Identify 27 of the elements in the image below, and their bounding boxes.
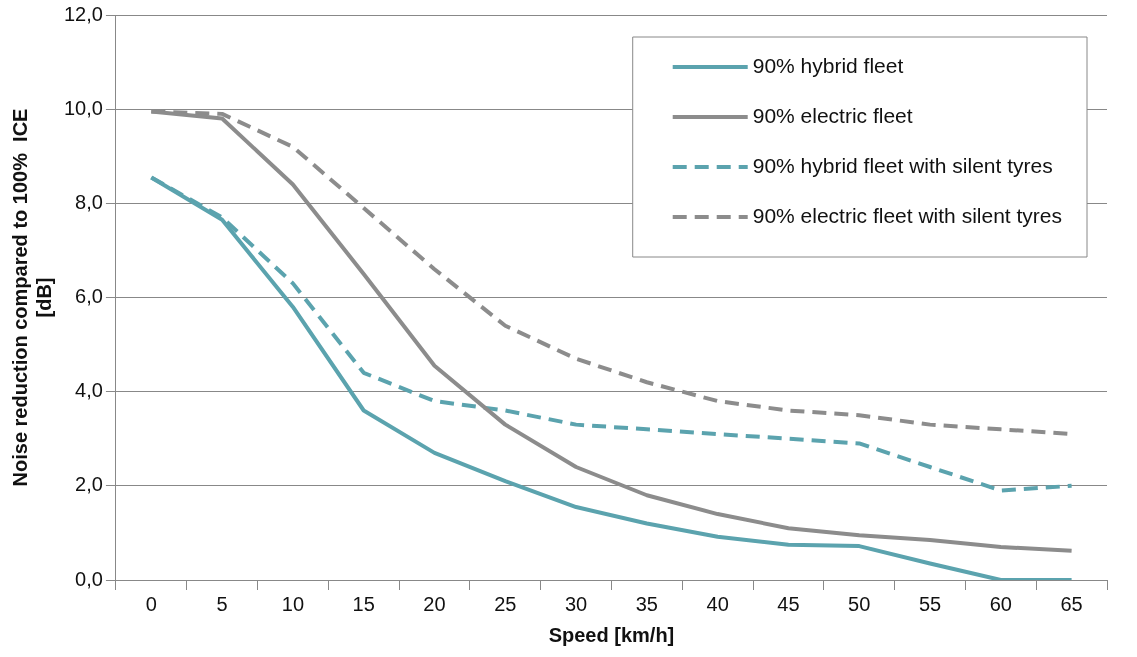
- x-tick-label: 25: [494, 592, 517, 615]
- x-tick-label: 35: [635, 592, 658, 615]
- x-tick-label: 0: [145, 592, 157, 615]
- legend-label: 90% electric fleet: [752, 103, 913, 127]
- legend-label: 90% hybrid fleet with silent tyres: [752, 153, 1053, 177]
- y-tick-label: 4,0: [75, 379, 103, 402]
- y-tick-label: 0,0: [75, 567, 103, 590]
- x-tick-label: 15: [352, 592, 375, 615]
- x-tick-label: 55: [918, 592, 942, 615]
- legend-label: 90% hybrid fleet: [752, 53, 904, 77]
- x-tick-label: 65: [1060, 592, 1083, 615]
- x-tick-label: 30: [564, 592, 588, 615]
- y-tick-label: 8,0: [75, 190, 103, 213]
- x-tick-label: 60: [989, 592, 1012, 615]
- x-tick-label: 10: [281, 592, 305, 615]
- x-tick-label: 40: [706, 592, 729, 615]
- x-tick-label: 5: [216, 592, 228, 615]
- x-tick-label: 20: [423, 592, 446, 615]
- y-tick-label: 10,0: [63, 96, 103, 119]
- y-tick-label: 12,0: [63, 2, 103, 25]
- x-axis-title: Speed [km/h]: [548, 623, 675, 646]
- y-axis-title: Noise reduction compared to 100% ICE [dB]: [8, 108, 55, 487]
- x-tick-label: 45: [777, 592, 800, 615]
- x-tick-label: 50: [848, 592, 871, 615]
- y-tick-label: 6,0: [75, 285, 103, 308]
- y-tick-label: 2,0: [75, 473, 103, 496]
- legend-label: 90% electric fleet with silent tyres: [752, 203, 1063, 227]
